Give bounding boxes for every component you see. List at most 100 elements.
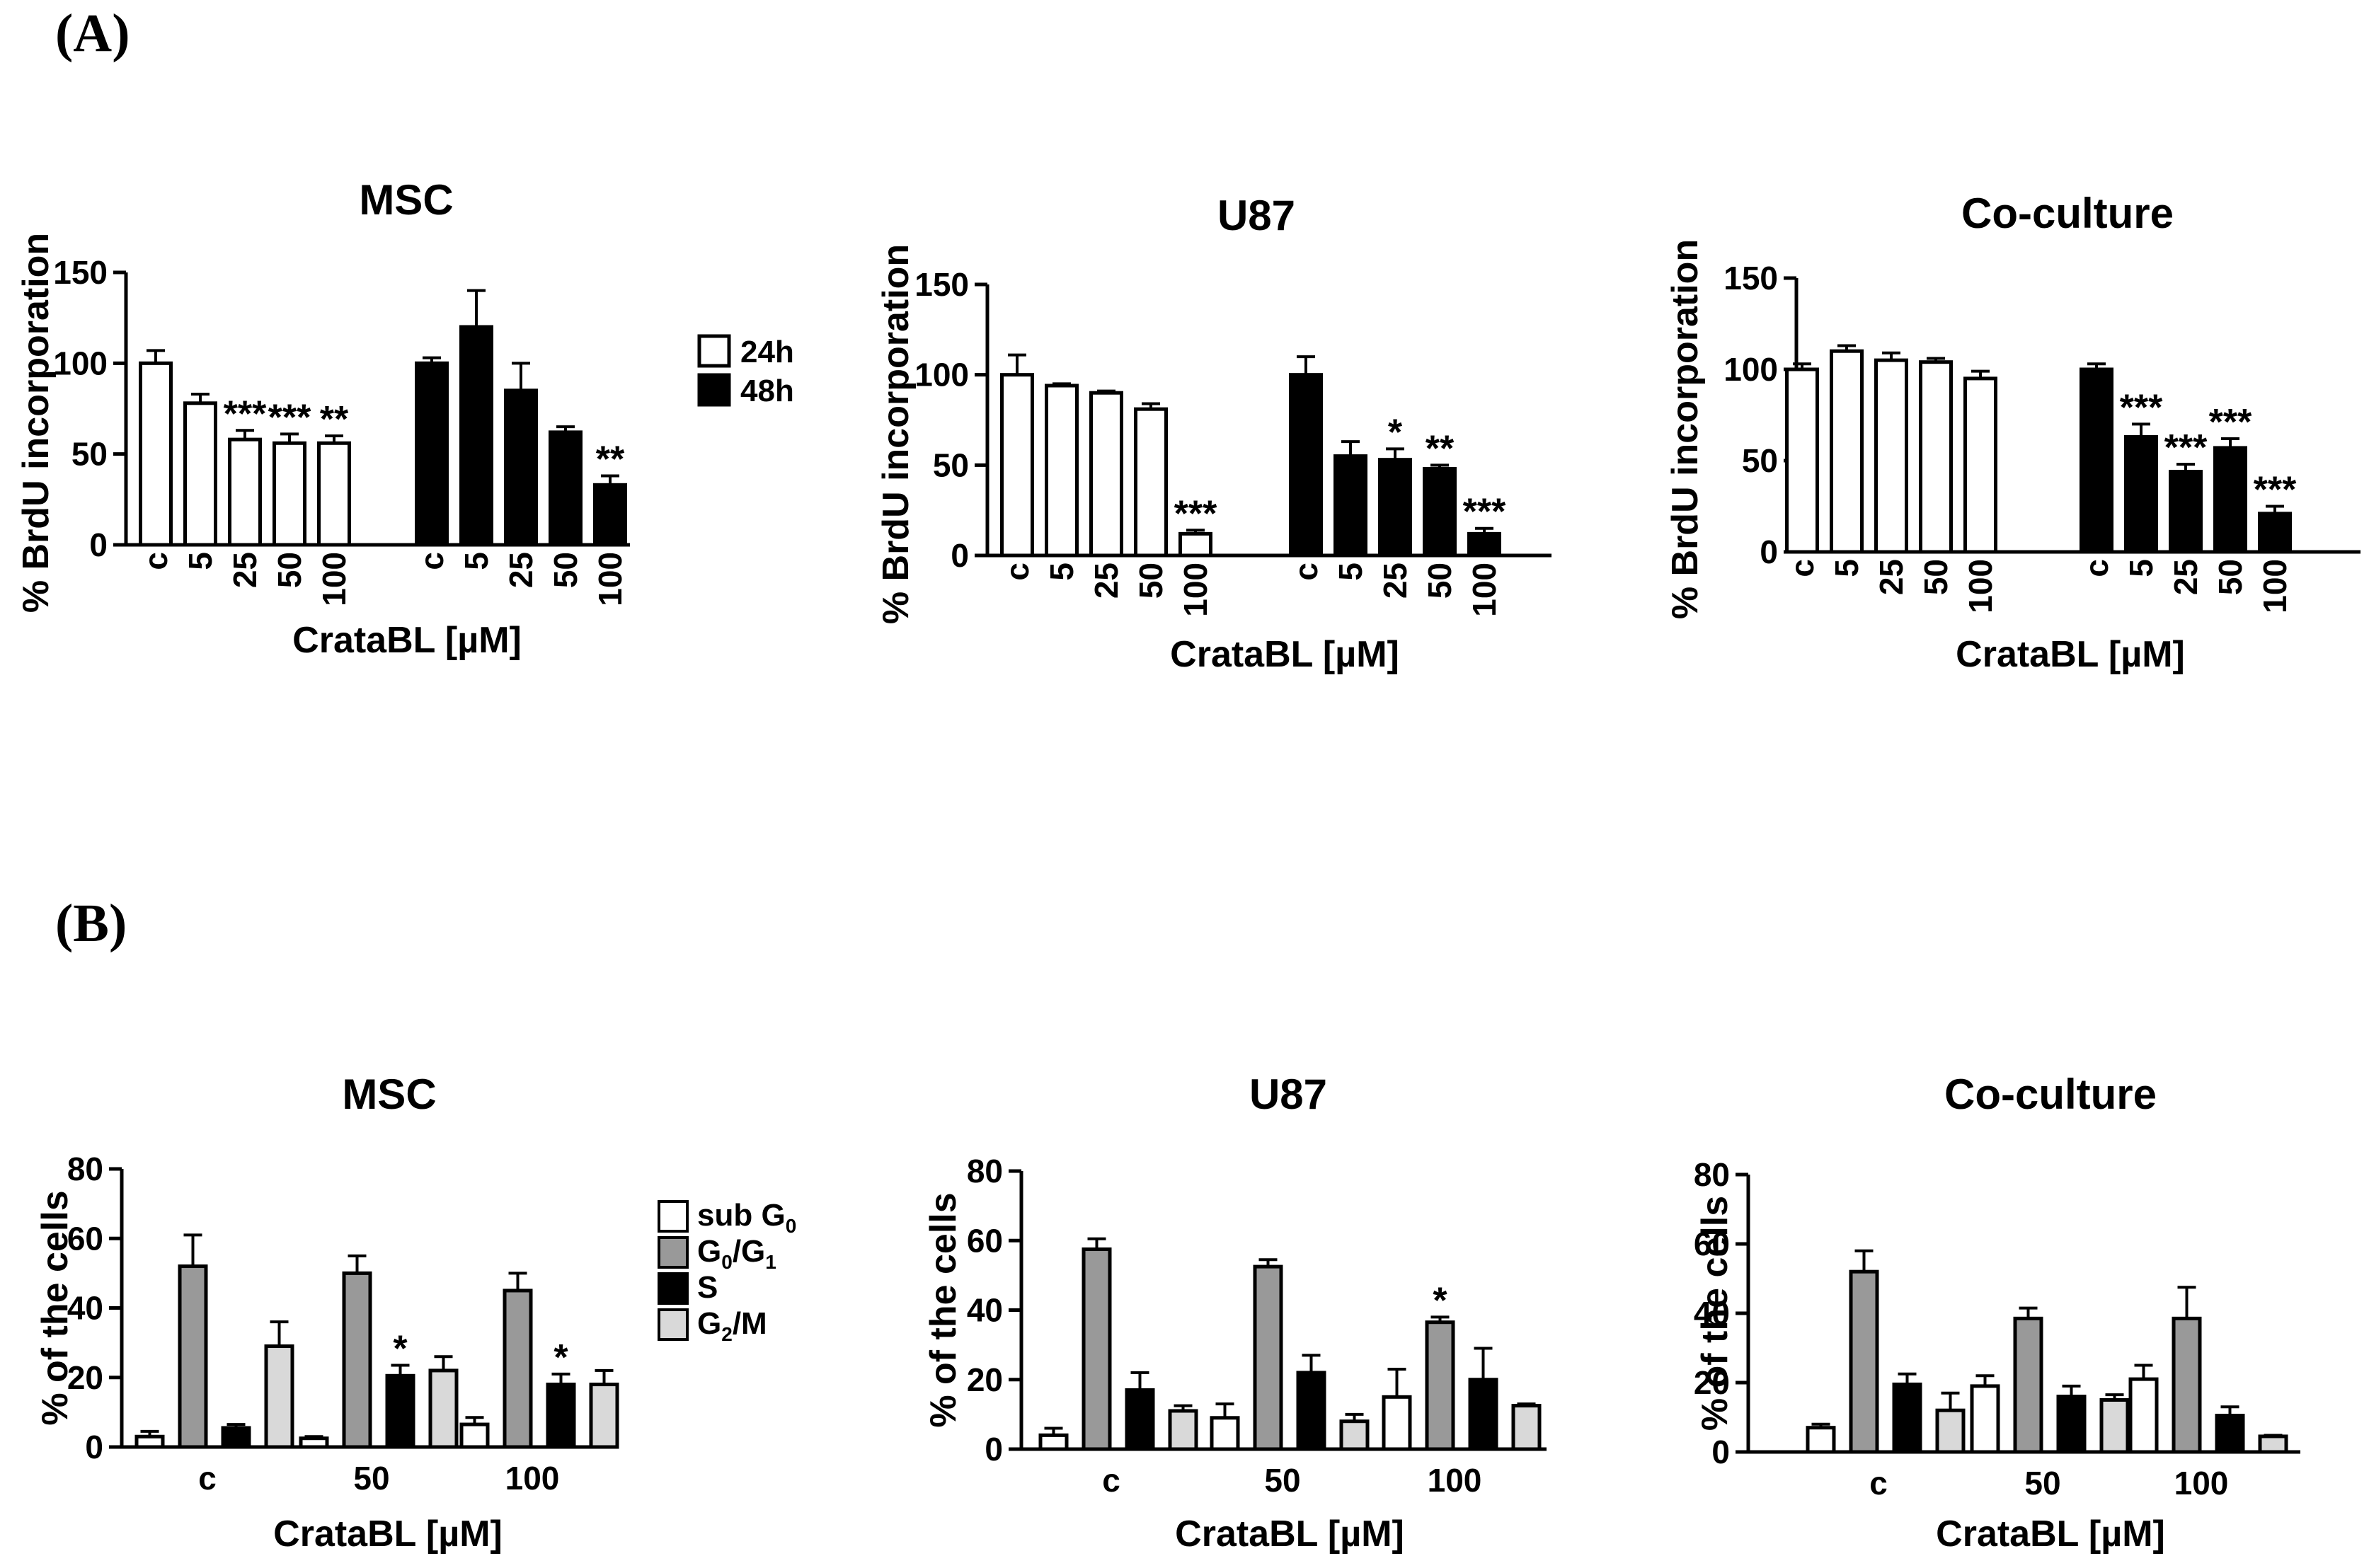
legend-swatch — [697, 373, 731, 407]
bar-48h — [1423, 466, 1457, 558]
legend-label: S — [697, 1270, 718, 1305]
x-tick-label: 100 — [1177, 563, 1214, 617]
y-axis-title: % BrdU incorporation — [16, 233, 57, 613]
x-tick-label: 100 — [1466, 563, 1503, 617]
significance-label: *** — [268, 397, 311, 438]
legend-swatch — [697, 334, 731, 368]
x-axis-title: CrataBL [µM] — [273, 1514, 503, 1555]
bar-48h — [1378, 458, 1412, 558]
y-tick-label: 100 — [53, 345, 108, 381]
x-tick-label: c — [1102, 1462, 1120, 1499]
x-axis-title: CrataBL [µM] — [1936, 1514, 2165, 1555]
bar-48h — [2080, 367, 2113, 554]
legend-swatch — [658, 1308, 689, 1341]
y-axis-title: % of the cells — [1694, 1196, 1736, 1431]
x-tick-label: c — [413, 552, 450, 570]
legend-swatch — [658, 1200, 689, 1233]
x-tick-label: c — [999, 563, 1036, 581]
x-tick-label: 50 — [547, 552, 584, 588]
chart-title: U87 — [1217, 192, 1295, 239]
bar-s — [1468, 1378, 1498, 1451]
x-tick-label: 50 — [1264, 1462, 1300, 1499]
x-tick-label: 25 — [503, 552, 539, 588]
bar-g2-m — [1168, 1409, 1198, 1451]
bar-g0-g1 — [1849, 1269, 1879, 1454]
bar-g0-g1 — [2172, 1316, 2202, 1454]
x-tick-label: 25 — [2167, 559, 2204, 595]
significance-label: *** — [1463, 492, 1506, 533]
bar-g2-m — [2258, 1434, 2288, 1454]
significance-label: * — [1433, 1280, 1447, 1321]
y-tick-label: 0 — [951, 537, 969, 574]
x-tick-label: 50 — [1917, 559, 1954, 595]
x-tick-label: c — [2078, 559, 2115, 577]
bar-48h — [2169, 469, 2203, 554]
legend-label-main: G — [697, 1234, 721, 1269]
legend-label: 24h — [740, 335, 794, 369]
chart-title: MSC — [359, 176, 453, 224]
y-tick-label: 40 — [67, 1290, 103, 1327]
bar-g0-g1 — [342, 1271, 372, 1449]
x-tick-label: 100 — [592, 552, 629, 606]
significance-label: ** — [320, 399, 349, 440]
significance-label: ** — [1426, 428, 1455, 469]
bar-48h — [415, 361, 449, 547]
bar-s — [546, 1383, 576, 1449]
bar-g0-g1 — [1253, 1264, 1283, 1451]
x-tick-label: 25 — [226, 552, 263, 588]
x-tick-label: 5 — [2123, 559, 2159, 577]
y-tick-label: 80 — [1694, 1156, 1730, 1193]
x-tick-label: 50 — [353, 1460, 389, 1497]
x-tick-label: 5 — [1828, 559, 1865, 577]
bar-48h — [1289, 373, 1323, 558]
y-tick-label: 60 — [967, 1222, 1003, 1259]
x-tick-label: 100 — [316, 552, 352, 606]
x-tick-label: c — [1287, 563, 1324, 581]
y-tick-label: 50 — [1742, 442, 1778, 479]
y-tick-label: 0 — [85, 1429, 103, 1465]
bar-g2-m — [264, 1344, 294, 1449]
legend-label: G0/G1 — [697, 1234, 776, 1273]
x-tick-label: 25 — [1088, 563, 1125, 599]
bar-g2-m — [1339, 1419, 1370, 1451]
x-tick-label: 5 — [458, 552, 495, 570]
bar-g0-g1 — [178, 1264, 208, 1449]
x-tick-label: c — [137, 552, 174, 570]
y-tick-label: 100 — [1723, 351, 1778, 388]
x-tick-label: 50 — [1421, 563, 1458, 599]
panel-b-label: (B) — [55, 894, 127, 953]
bar-48h — [1333, 454, 1367, 558]
bar-24h — [1089, 391, 1123, 558]
bar-48h — [1467, 531, 1501, 558]
x-tick-label: 100 — [1962, 559, 1999, 613]
bar-g2-m — [428, 1368, 459, 1449]
bar-sub-g0 — [2128, 1377, 2159, 1454]
legend-label-sub: 0 — [721, 1251, 733, 1273]
bar-24h — [1045, 384, 1079, 558]
x-tick-label: c — [1784, 559, 1820, 577]
chart-title: Co-culture — [1944, 1071, 2157, 1118]
chart-b-coculture: 0 20 40 60 80 Co-culture CrataBL [µM] % of the … — [1694, 1071, 2300, 1555]
bar-24h — [1830, 349, 1864, 554]
x-tick-label: c — [198, 1460, 217, 1497]
bar-24h — [317, 441, 351, 547]
bar-g2-m — [1935, 1408, 1966, 1454]
bar-24h — [1000, 373, 1034, 558]
significance-label: *** — [224, 393, 267, 434]
bar-s — [2215, 1414, 2245, 1454]
x-tick-label: 50 — [271, 552, 308, 588]
x-axis-title: CrataBL [µM] — [1175, 1514, 1404, 1555]
x-tick-label: 100 — [505, 1460, 560, 1497]
y-tick-label: 0 — [985, 1431, 1003, 1468]
x-tick-label: 5 — [1332, 563, 1369, 581]
bar-24h — [1919, 360, 1953, 554]
bar-s — [1125, 1388, 1155, 1451]
bar-sub-g0 — [299, 1436, 329, 1449]
bar-s — [1296, 1371, 1326, 1451]
bar-sub-g0 — [1382, 1395, 1412, 1451]
x-tick-label: 100 — [2174, 1465, 2229, 1501]
legend-label-main: sub G — [697, 1198, 786, 1233]
x-tick-label: 50 — [1132, 563, 1169, 599]
